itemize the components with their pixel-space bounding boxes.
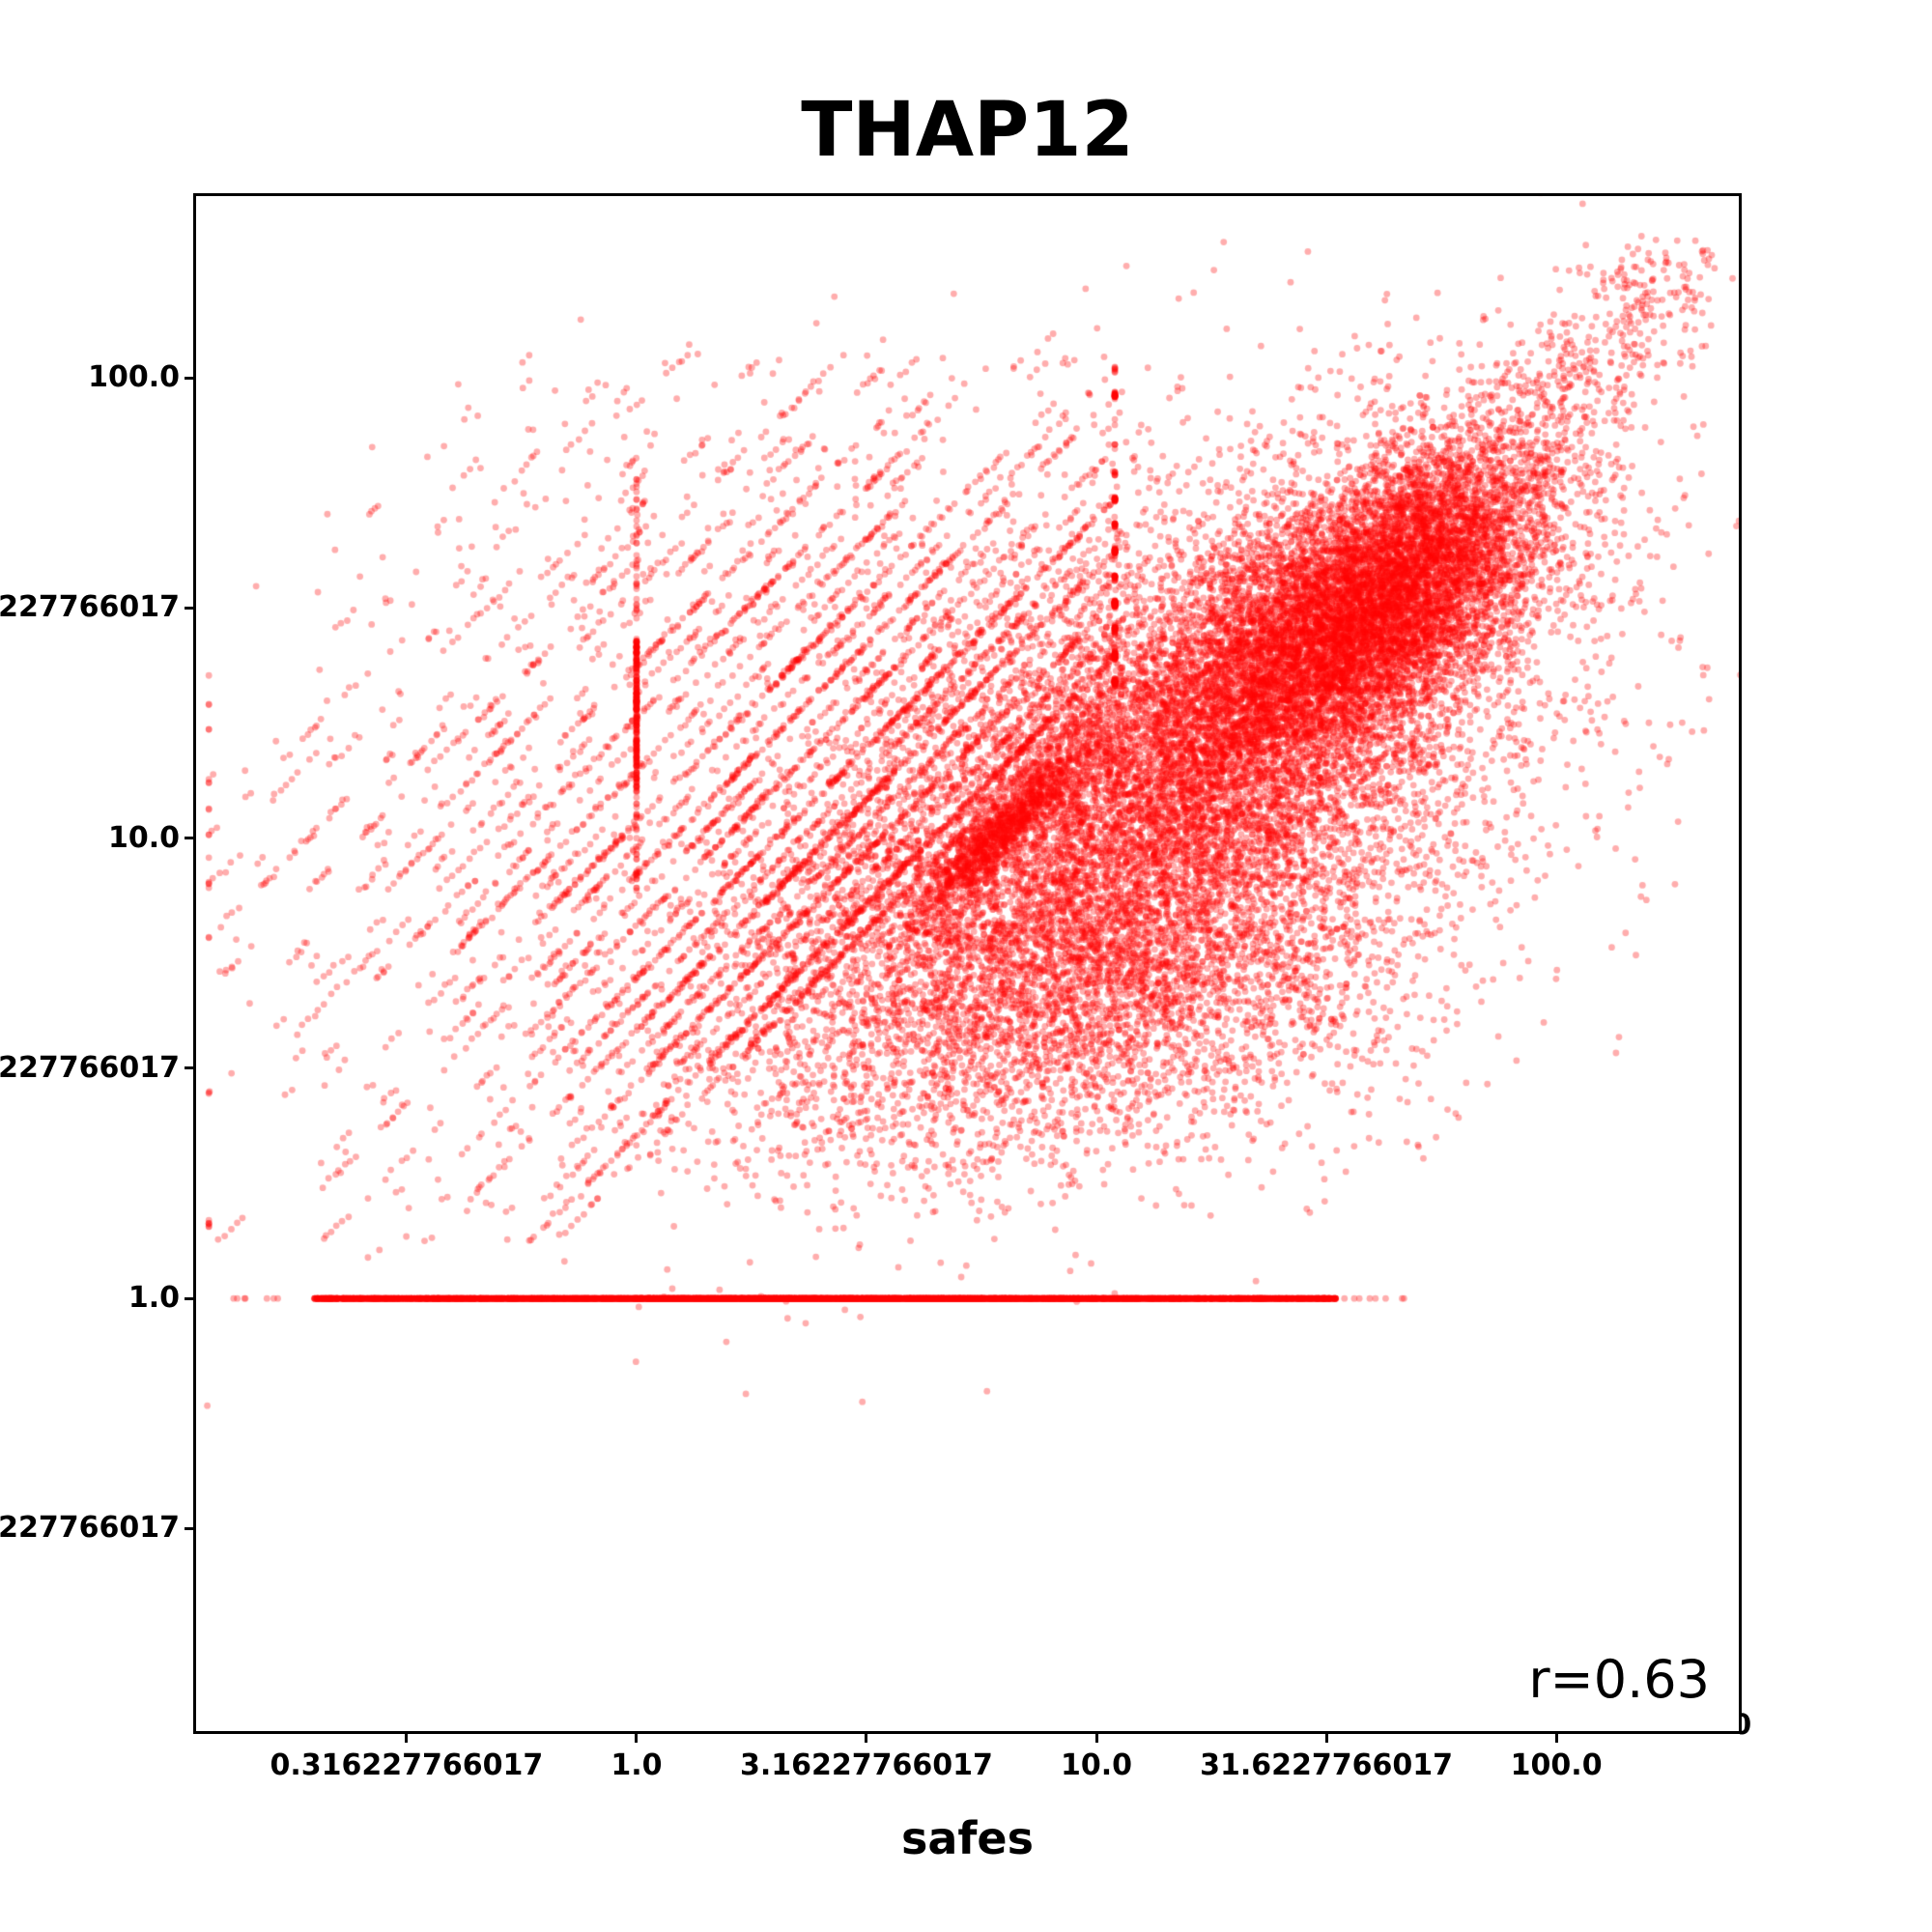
y-tick-label: 10.0 — [107, 820, 180, 855]
y-tick-mark — [185, 1066, 193, 1070]
clipped-corner-artifact-text: 0 — [1740, 1709, 1752, 1740]
y-tick-mark — [185, 1296, 193, 1300]
x-tick-mark — [405, 1734, 409, 1743]
y-tick-label: 100.0 — [88, 360, 180, 395]
y-tick-mark — [185, 837, 193, 840]
y-tick-label: 3.16227766017 — [0, 1050, 180, 1085]
y-tick-mark — [185, 1526, 193, 1530]
x-tick-label: 31.6227766017 — [1200, 1748, 1454, 1782]
correlation-annotation: r=0.63 — [1528, 1649, 1710, 1710]
x-tick-label: 0.316227766017 — [270, 1748, 544, 1782]
x-tick-mark — [865, 1734, 868, 1743]
x-tick-mark — [1094, 1734, 1098, 1743]
axes-frame — [193, 193, 1742, 1734]
y-tick-label: 0.316227766017 — [0, 1511, 180, 1546]
y-tick-label: 31.6227766017 — [0, 590, 180, 625]
x-tick-label: 10.0 — [1061, 1748, 1133, 1782]
x-tick-mark — [1554, 1734, 1558, 1743]
y-tick-mark — [185, 606, 193, 610]
x-axis-label: safes — [900, 1812, 1034, 1864]
y-tick-label: 1.0 — [128, 1281, 180, 1316]
y-tick-mark — [185, 376, 193, 380]
clipped-corner-artifact: 0 — [1740, 1709, 1752, 1740]
x-tick-label: 3.16227766017 — [740, 1748, 993, 1782]
x-tick-label: 100.0 — [1510, 1748, 1603, 1782]
x-tick-label: 1.0 — [611, 1748, 663, 1782]
x-tick-mark — [1324, 1734, 1328, 1743]
x-tick-mark — [635, 1734, 639, 1743]
